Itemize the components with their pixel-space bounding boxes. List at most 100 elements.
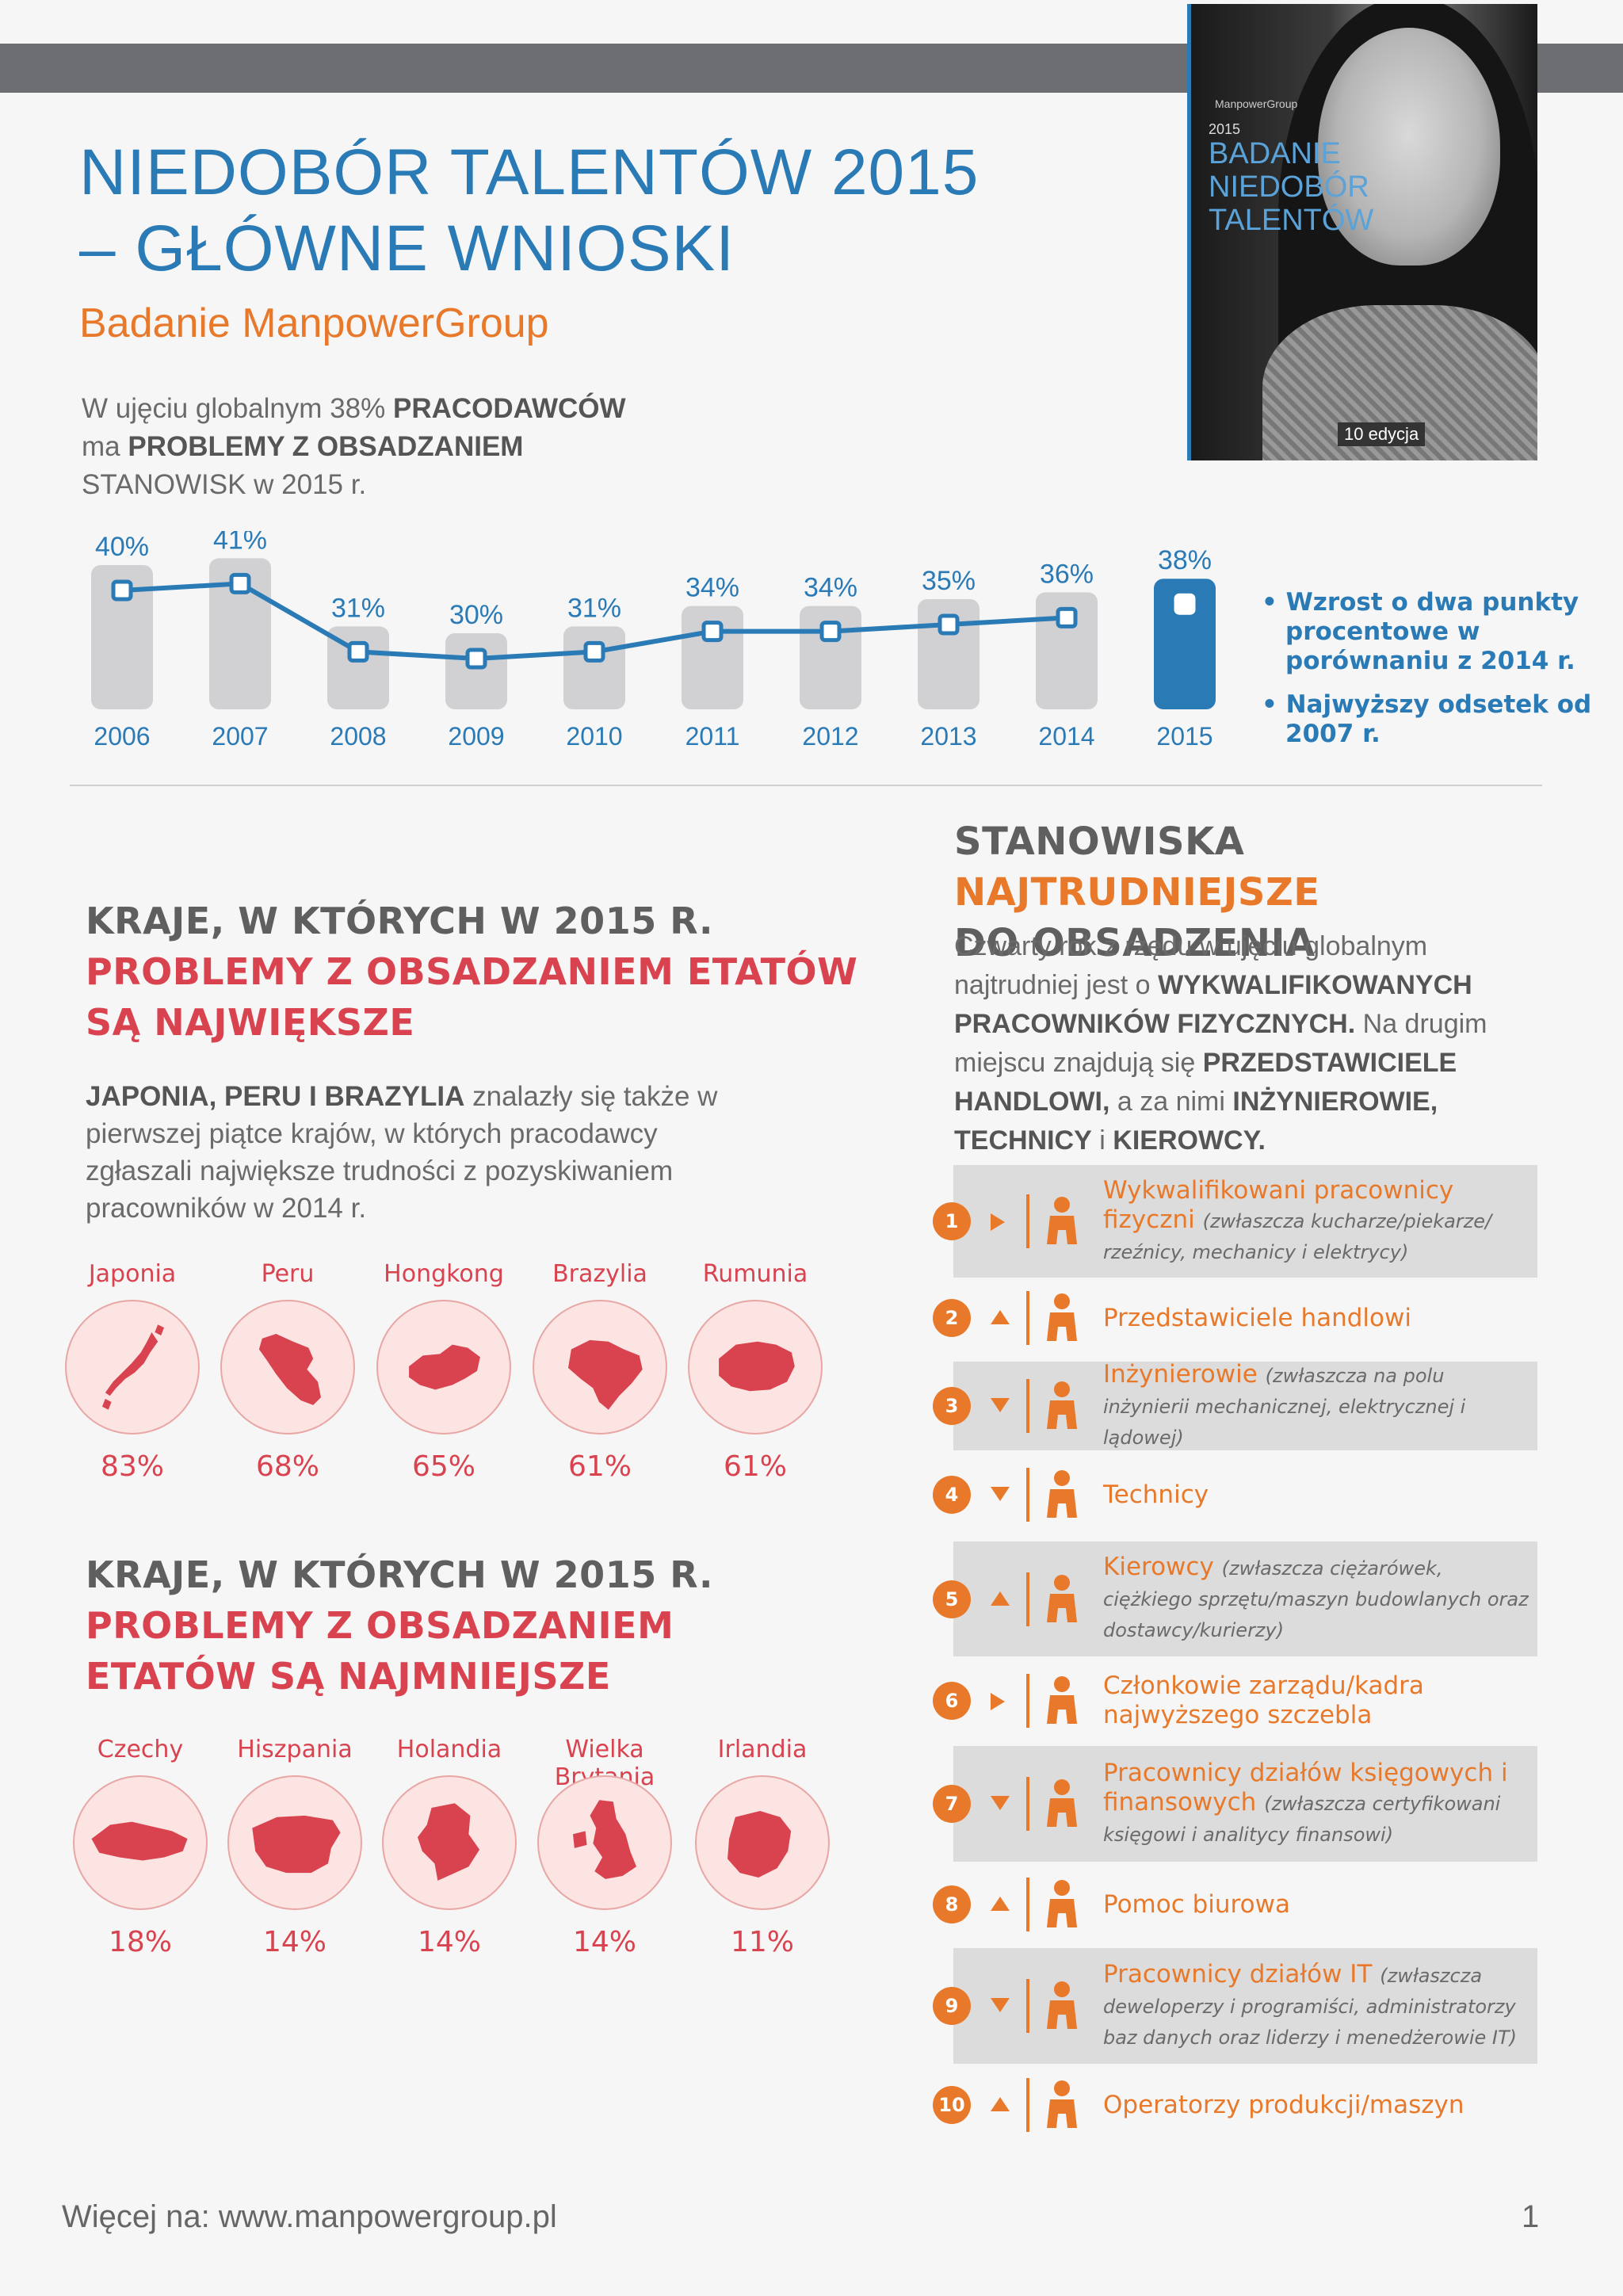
x-tick-label: 2006: [94, 722, 150, 751]
position-label: Operatorzy produkcji/maszyn: [1103, 2091, 1531, 2120]
rank-badge: 3: [933, 1387, 971, 1425]
country-name: Czechy: [97, 1736, 184, 1763]
intro-text: i: [1099, 1125, 1106, 1156]
cover-title: BADANIE NIEDOBÓR TALENTÓW: [1209, 137, 1373, 237]
bar-value-label: 34%: [804, 573, 857, 603]
bar-value-label: 30%: [449, 600, 503, 630]
country-name: Irlandia: [717, 1736, 808, 1763]
position-label: Przedstawiciele handlowi: [1103, 1304, 1531, 1333]
position-title: Przedstawiciele handlowi: [1103, 1303, 1411, 1332]
trend-up-icon: [991, 1897, 1010, 1911]
row-separator: [1026, 1468, 1029, 1522]
trend-point: [465, 648, 487, 670]
country-percentage: 18%: [108, 1926, 172, 1958]
most-heading-line2: PROBLEMY Z OBSADZANIEM ETATÓW: [86, 950, 858, 993]
country-percentage: 14%: [417, 1926, 481, 1958]
saleswoman-icon: [1042, 1292, 1082, 1344]
trend-down-icon: [991, 1487, 1010, 1501]
position-title: Operatorzy produkcji/maszyn: [1103, 2090, 1465, 2119]
position-label: Pracownicy działów IT (zwłaszcza dewelop…: [1103, 1960, 1531, 2053]
country-name: Holandia: [396, 1736, 502, 1763]
lead-text: ma: [82, 431, 120, 462]
lead-bold: PROBLEMY Z OBSADZANIEM: [128, 431, 524, 462]
cover-edition-badge: 10 edycja: [1338, 422, 1426, 446]
country-map-icon: [537, 1775, 672, 1910]
rank-badge: 9: [933, 1987, 971, 2025]
rank-badge: 7: [933, 1785, 971, 1823]
least-heading-line3: ETATÓW SĄ NAJMNIEJSZE: [86, 1655, 611, 1698]
trend-point: [819, 621, 842, 643]
bar-2010: [563, 626, 625, 709]
cover-face-shape: [1318, 28, 1500, 266]
position-label: Członkowie zarządu/kadra najwyższego szc…: [1103, 1671, 1531, 1730]
country-map-icon: [227, 1775, 362, 1910]
trend-up-icon: [991, 1591, 1010, 1606]
country-percentage: 61%: [567, 1450, 632, 1483]
lead-text: STANOWISK w 2015 r.: [82, 469, 367, 500]
trend-chart-svg: 40% 2006 41% 2007 31% 2008 30% 2009 31% 2010 34% 20…: [91, 531, 1216, 751]
chart-notes: • Wzrost o dwa punkty procentowe w porów…: [1262, 588, 1602, 763]
country-percentage: 65%: [411, 1450, 475, 1483]
row-separator: [1026, 1572, 1029, 1626]
technician-icon: [1042, 1469, 1082, 1521]
country-percentage: 61%: [723, 1450, 787, 1483]
most-body: JAPONIA, PERU I BRAZYLIA znalazły się ta…: [86, 1078, 735, 1227]
machine-operator-icon: [1042, 2079, 1082, 2131]
rank-badge: 4: [933, 1476, 971, 1514]
country-name: Japonia: [88, 1260, 177, 1288]
country-map-icon: [65, 1300, 200, 1435]
position-title: Kierowcy: [1103, 1553, 1222, 1581]
x-tick-label: 2007: [212, 722, 268, 751]
report-cover-image: ManpowerGroup 2015 BADANIE NIEDOBÓR TALE…: [1187, 4, 1537, 460]
position-label: Pomoc biurowa: [1103, 1890, 1531, 1920]
country-name: Brazylia: [552, 1260, 647, 1288]
row-separator: [1026, 1379, 1029, 1433]
position-title: Technicy: [1103, 1480, 1209, 1509]
position-label: Inżynierowie (zwłaszcza na polu inżynier…: [1103, 1360, 1531, 1453]
it-worker-icon: [1042, 1980, 1082, 2032]
bar-value-label: 34%: [685, 573, 739, 603]
position-title: Pracownicy działów IT: [1103, 1959, 1381, 1988]
chart-note: • Wzrost o dwa punkty procentowe w porów…: [1262, 588, 1579, 675]
engineer-icon: [1042, 1380, 1082, 1432]
cover-title-line: NIEDOBÓR: [1209, 170, 1369, 204]
intro-bold: INŻYNIEROWIE, TECHNICY: [954, 1087, 1438, 1156]
position-title: Pracownicy działów księgowych i finansow…: [1103, 1758, 1508, 1817]
trend-down-icon: [991, 1796, 1010, 1810]
country-percentage: 14%: [572, 1926, 636, 1958]
most-heading-line3: SĄ NAJWIĘKSZE: [86, 1001, 415, 1044]
position-label: Kierowcy (zwłaszcza ciężarówek, ciężkieg…: [1103, 1553, 1531, 1645]
x-tick-label: 2012: [802, 722, 858, 751]
bar-value-label: 31%: [331, 593, 385, 623]
bar-2014: [1036, 592, 1098, 709]
bar-value-label: 38%: [1158, 545, 1212, 575]
x-tick-label: 2011: [685, 722, 740, 751]
country-name: Peru: [261, 1260, 315, 1288]
country-name: Hongkong: [384, 1260, 504, 1288]
position-title: Członkowie zarządu/kadra najwyższego szc…: [1103, 1671, 1424, 1729]
row-separator: [1026, 1777, 1029, 1831]
x-tick-label: 2015: [1156, 722, 1212, 751]
positions-heading-orange: NAJTRUDNIEJSZE: [954, 870, 1320, 915]
chart-note: • Najwyższy odsetek od 2007 r.: [1262, 690, 1592, 748]
trend-right-icon: [991, 1693, 1005, 1710]
position-note: (zwłaszcza ciężarówek, ciężkiego sprzętu…: [1103, 1557, 1529, 1641]
page-title-line1: NIEDOBÓR TALENTÓW 2015: [79, 136, 980, 208]
shortage-trend-chart: 40% 2006 41% 2007 31% 2008 30% 2009 31% 2010 34% 20…: [79, 531, 1236, 769]
row-separator: [1026, 1194, 1029, 1248]
intro-text: a za nimi: [1117, 1087, 1225, 1117]
trend-point: [111, 579, 133, 602]
page-title-line2: – GŁÓWNE WNIOSKI: [79, 212, 735, 285]
positions-heading-gray2: DO OBSADZENIA: [954, 921, 1316, 965]
positions-intro: Czwarty rok z rzędu w ujęciu globalnym n…: [954, 927, 1556, 1160]
bar-2009: [445, 633, 507, 709]
section-divider: [70, 785, 1542, 786]
intro-bold: WYKWALIFIKOWANYCH PRACOWNIKÓW FIZYCZNYCH…: [954, 970, 1472, 1039]
bar-value-label: 31%: [567, 593, 621, 623]
office-assistant-icon: [1042, 1878, 1082, 1931]
x-tick-label: 2013: [920, 722, 976, 751]
cover-logo: ManpowerGroup: [1215, 97, 1298, 110]
position-label: Technicy: [1103, 1480, 1531, 1510]
row-separator: [1026, 1979, 1029, 2033]
bar-2008: [327, 626, 389, 709]
